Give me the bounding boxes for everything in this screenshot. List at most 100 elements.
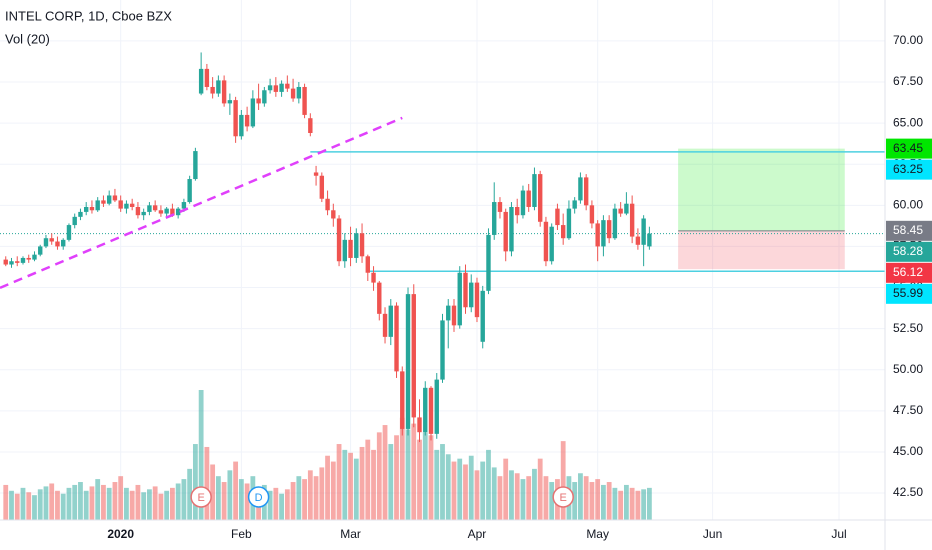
volume-bar	[491, 467, 497, 520]
event-label: E	[197, 492, 204, 504]
volume-bar	[572, 482, 578, 520]
x-tick-label: Jul	[831, 527, 846, 541]
candle-body	[526, 190, 531, 207]
volume-bar	[480, 461, 486, 520]
candle-body	[135, 206, 141, 216]
volume-bar	[192, 444, 198, 520]
candle-body	[187, 179, 192, 203]
volume-bar	[313, 476, 319, 520]
candle-body	[181, 202, 187, 209]
candle-body	[583, 177, 589, 206]
candle-body	[233, 100, 238, 137]
candle-body	[15, 261, 20, 263]
volume-bar	[43, 486, 49, 520]
volume-bar	[221, 482, 227, 520]
volume-bar	[164, 490, 170, 520]
volume-bar	[623, 484, 629, 520]
volume-bar	[537, 458, 543, 520]
candle-body	[66, 225, 72, 240]
volume-bar	[514, 473, 520, 520]
candle-body	[61, 239, 66, 247]
volume-bar	[399, 417, 405, 520]
candle-body	[193, 151, 198, 180]
volume-bar	[106, 487, 112, 520]
volume-bar	[348, 452, 353, 520]
y-tick-label: 60.00	[893, 198, 923, 212]
candle-body	[78, 211, 83, 217]
candle-body	[49, 238, 54, 242]
candle-body	[72, 216, 77, 226]
volume-bar	[612, 487, 618, 520]
volume-bar	[365, 439, 371, 520]
candle-body	[601, 220, 606, 247]
volume-bar	[26, 492, 32, 520]
candle-body	[434, 379, 439, 434]
price-tag	[886, 262, 932, 283]
volume-bar	[112, 482, 118, 520]
event-label: E	[560, 492, 567, 504]
volume-bar	[578, 473, 583, 520]
volume-bar	[302, 479, 307, 520]
volume-bar	[359, 446, 365, 520]
candle-body	[152, 205, 158, 211]
x-tick-label: May	[586, 527, 609, 541]
candle-body	[9, 261, 14, 265]
volume-bar	[325, 455, 330, 520]
volume-bar	[353, 458, 359, 520]
candle-body	[84, 206, 89, 212]
volume-bar	[411, 423, 417, 520]
trend-line	[0, 116, 403, 290]
candle-body	[95, 200, 100, 211]
volume-bar	[641, 489, 647, 520]
price-tag	[886, 159, 932, 180]
candle-body	[440, 320, 445, 380]
volume-bar	[204, 446, 210, 520]
candle-body	[296, 86, 302, 99]
candle-body	[285, 83, 290, 89]
volume-bar	[78, 482, 83, 520]
candle-body	[262, 90, 267, 104]
volume-bar	[233, 461, 239, 520]
price-tags: 63.45 63.25 58.45 58.28 56.12 55.99	[886, 138, 932, 304]
price-tag-label: 58.28	[893, 244, 923, 258]
volume-bar	[129, 490, 135, 520]
volume-bar	[147, 489, 152, 520]
candle-body	[244, 114, 250, 127]
candle-body	[629, 203, 635, 237]
volume-bar	[55, 490, 60, 520]
volume-bar	[526, 476, 532, 520]
indicator-label: Vol (20)	[5, 31, 50, 46]
volume-bar	[290, 482, 296, 520]
candle-body	[227, 100, 233, 104]
y-tick-label: 45.00	[893, 444, 923, 458]
x-tick-label: Mar	[340, 527, 361, 541]
candle-body	[290, 88, 296, 99]
candle-body	[147, 205, 152, 212]
candle-body	[503, 211, 508, 252]
y-tick-label: 42.50	[893, 485, 923, 499]
candle-body	[560, 225, 566, 239]
candle-body	[572, 200, 577, 209]
volume-bar	[175, 483, 181, 520]
volume-bar	[215, 476, 221, 520]
volume-bar	[14, 493, 20, 520]
volume-bar	[382, 425, 388, 520]
candle-body	[377, 282, 382, 314]
candle-body	[313, 172, 319, 176]
volume-bar	[583, 476, 589, 520]
candle-body	[359, 233, 365, 257]
candle-body	[428, 387, 434, 434]
volume-bar	[181, 479, 187, 520]
volume-bar	[336, 444, 342, 520]
candle-body	[405, 294, 411, 429]
volume-bar	[66, 487, 72, 520]
volume-bar	[486, 449, 491, 520]
volume-bar	[646, 487, 652, 520]
candle-body	[492, 202, 497, 235]
volume-bar	[158, 493, 164, 520]
volume-bar	[463, 464, 468, 520]
candle-body	[354, 233, 359, 258]
candle-body	[543, 221, 549, 262]
candle-body	[595, 223, 600, 247]
price-tag	[886, 220, 932, 241]
